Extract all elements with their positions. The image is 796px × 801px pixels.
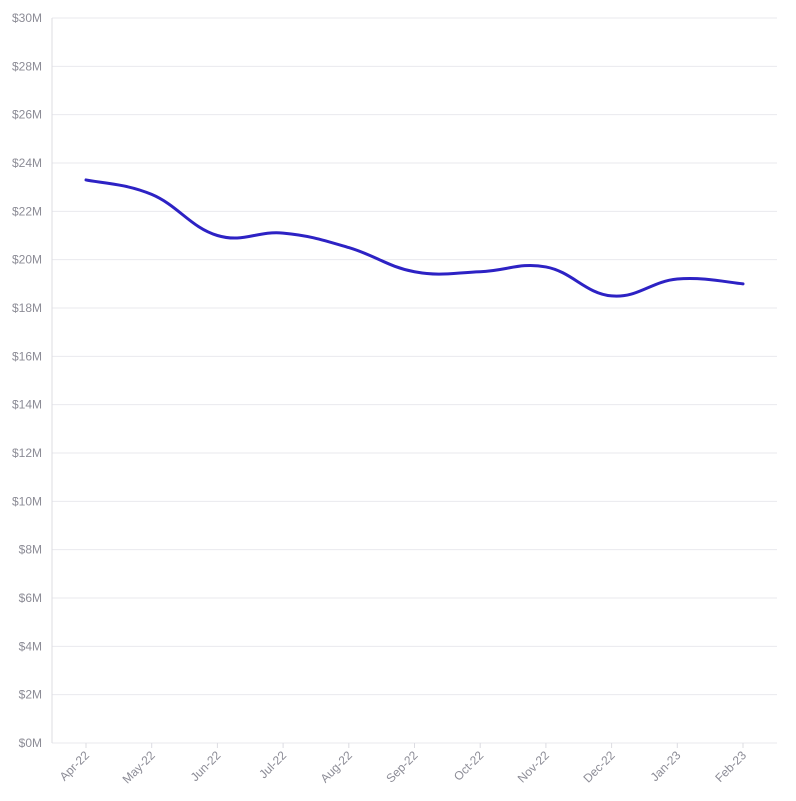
x-tick-label: Dec-22 [580, 748, 617, 785]
x-tick-label: Sep-22 [383, 748, 420, 785]
y-tick-label: $20M [12, 253, 42, 267]
x-tick-label: Oct-22 [451, 748, 487, 784]
grid-layer [52, 17, 777, 744]
y-tick-label: $6M [19, 591, 42, 605]
data-point [216, 234, 219, 237]
data-point [544, 265, 547, 268]
y-tick-label: $26M [12, 108, 42, 122]
y-tick-label: $16M [12, 349, 42, 363]
data-point [676, 278, 679, 281]
y-tick-label: $2M [19, 688, 42, 702]
x-tick-label: Aug-22 [318, 748, 355, 785]
y-tick-label: $14M [12, 398, 42, 412]
x-tick-label: Apr-22 [57, 748, 93, 784]
data-point [742, 282, 745, 285]
y-tick-label: $10M [12, 494, 42, 508]
y-axis-labels: $0M $2M $4M $6M $8M $10M $12M $14M $16M $18M $20M $… [12, 11, 42, 750]
x-tick-label: Feb-23 [712, 748, 749, 785]
series-layer [84, 178, 745, 298]
y-tick-label: $28M [12, 59, 42, 73]
x-tick-label: Jul-22 [256, 748, 289, 781]
x-tick-label: Jan-23 [648, 748, 684, 784]
data-point [479, 270, 482, 273]
axis-layer [51, 18, 744, 748]
x-tick-label: Jun-22 [188, 748, 224, 784]
y-tick-label: $18M [12, 301, 42, 315]
data-point [85, 178, 88, 181]
data-point [610, 294, 613, 297]
y-tick-label: $22M [12, 204, 42, 218]
x-tick-label: Nov-22 [515, 748, 552, 785]
data-point [347, 246, 350, 249]
y-tick-label: $24M [12, 156, 42, 170]
series-line-0 [84, 178, 745, 298]
data-point [413, 270, 416, 273]
y-tick-label: $0M [19, 736, 42, 750]
y-tick-label: $12M [12, 446, 42, 460]
y-tick-label: $30M [12, 11, 42, 25]
x-axis-labels: Apr-22 May-22 Jun-22 Jul-22 Aug-22 Sep-22 Oct-… [57, 748, 750, 786]
y-tick-label: $4M [19, 639, 42, 653]
data-point [282, 232, 285, 235]
data-point [150, 193, 153, 196]
x-tick-label: May-22 [120, 748, 158, 786]
y-tick-label: $8M [19, 543, 42, 557]
